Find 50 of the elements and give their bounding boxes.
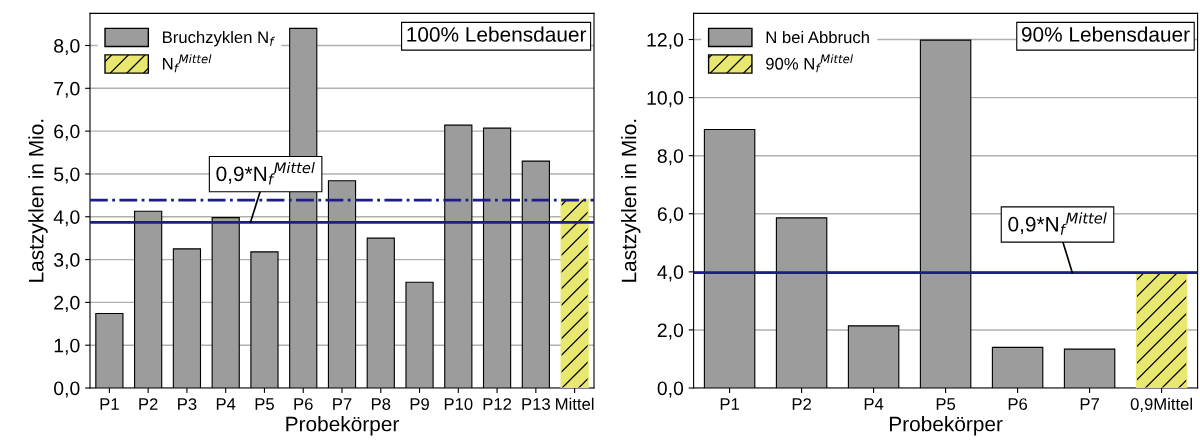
- x-axis-title: Probekörper: [286, 416, 399, 436]
- y-tick-label: 8,0: [54, 38, 80, 56]
- legend-label: 90% N$_{f}$$^{Mittel}$: [766, 54, 853, 73]
- x-tick-label: Mittel: [556, 397, 594, 410]
- x-tick-label: P5: [255, 398, 274, 410]
- y-tick-label: 0,0: [54, 381, 80, 398]
- y-tick-label: 12,0: [647, 32, 684, 50]
- x-tick-label: P6: [1008, 398, 1028, 410]
- x-tick-label: P1: [100, 398, 119, 410]
- x-tick-label: P7: [1080, 398, 1099, 410]
- x-axis-title: Probekörper: [889, 416, 1003, 436]
- x-tick-label: 0,9Mittel: [1130, 397, 1192, 412]
- y-tick-label: 7,0: [54, 81, 80, 98]
- y-tick-label: 4,0: [657, 265, 684, 282]
- x-tick-label: P2: [139, 398, 158, 410]
- y-tick-label: 2,0: [54, 295, 80, 312]
- x-tick-label: P3: [178, 398, 197, 410]
- y-tick-label: 3,0: [53, 253, 80, 270]
- y-axis-title: Lastzyklen in Mio.: [621, 119, 641, 282]
- legend-label: N bei Abbruch: [766, 30, 869, 44]
- x-tick-label: P8: [371, 398, 391, 410]
- legend-label: Bruchzyklen N$_{f}$: [163, 30, 275, 47]
- x-tick-label: P9: [410, 398, 429, 410]
- y-tick-label: 6,0: [657, 207, 684, 224]
- legend-label: N$_{f}$$^{Mittel}$: [163, 54, 212, 73]
- y-axis-title: Lastzyklen in Mio.: [28, 119, 48, 282]
- y-tick-label: 5,0: [54, 167, 80, 184]
- y-tick-label: 2,0: [657, 323, 684, 340]
- x-tick-label: P4: [864, 398, 884, 410]
- x-tick-label: P5: [936, 398, 956, 410]
- x-tick-label: P4: [216, 398, 236, 410]
- y-tick-label: 1,0: [54, 338, 80, 355]
- bar: [1135, 272, 1188, 389]
- x-tick-label: P13: [522, 398, 550, 410]
- x-tick-label: P12: [483, 398, 512, 410]
- x-tick-label: P10: [444, 398, 473, 410]
- y-tick-label: 6,0: [54, 124, 80, 141]
- ref-line-label: 0,9*N$_{f}$$^{Mittel}$: [216, 161, 315, 185]
- bar: [560, 198, 589, 389]
- y-tick-label: 8,0: [657, 149, 684, 166]
- y-tick-label: 10,0: [647, 91, 684, 108]
- x-tick-label: P1: [720, 398, 739, 410]
- y-tick-label: 0,0: [657, 381, 684, 398]
- annotation: 90% Lebensdauer: [1021, 26, 1190, 42]
- annotation: 100% Lebensdauer: [407, 26, 587, 42]
- ref-line-label: 0,9*N$_{f}$$^{Mittel}$: [1008, 212, 1107, 235]
- x-tick-label: P2: [792, 398, 811, 410]
- y-tick-label: 4,0: [53, 210, 80, 227]
- x-tick-label: P6: [294, 398, 313, 410]
- x-tick-label: P7: [333, 398, 352, 410]
